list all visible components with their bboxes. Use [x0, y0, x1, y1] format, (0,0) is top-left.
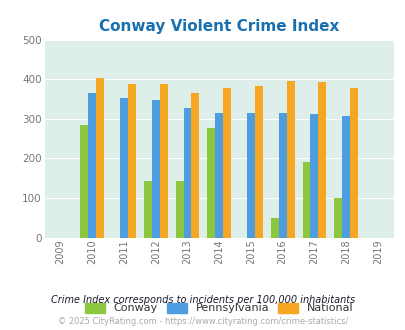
Bar [223, 88, 230, 238]
Bar [143, 181, 151, 238]
Bar [246, 113, 254, 238]
Bar [96, 78, 104, 238]
Bar [175, 181, 183, 238]
Bar [183, 108, 191, 238]
Bar [278, 113, 286, 238]
Bar [207, 127, 215, 238]
Bar [80, 125, 88, 238]
Bar [151, 100, 159, 238]
Text: © 2025 CityRating.com - https://www.cityrating.com/crime-statistics/: © 2025 CityRating.com - https://www.city… [58, 317, 347, 326]
Title: Conway Violent Crime Index: Conway Violent Crime Index [99, 19, 339, 34]
Bar [302, 162, 310, 238]
Bar [341, 116, 349, 238]
Bar [88, 93, 96, 238]
Bar [215, 113, 223, 238]
Bar [333, 198, 341, 238]
Bar [310, 114, 318, 238]
Legend: Conway, Pennsylvania, National: Conway, Pennsylvania, National [85, 303, 353, 313]
Text: Crime Index corresponds to incidents per 100,000 inhabitants: Crime Index corresponds to incidents per… [51, 295, 354, 305]
Bar [120, 98, 128, 238]
Bar [191, 93, 199, 238]
Bar [128, 84, 136, 238]
Bar [159, 84, 167, 238]
Bar [270, 218, 278, 238]
Bar [349, 87, 357, 238]
Bar [286, 81, 294, 238]
Bar [318, 82, 326, 238]
Bar [254, 86, 262, 238]
